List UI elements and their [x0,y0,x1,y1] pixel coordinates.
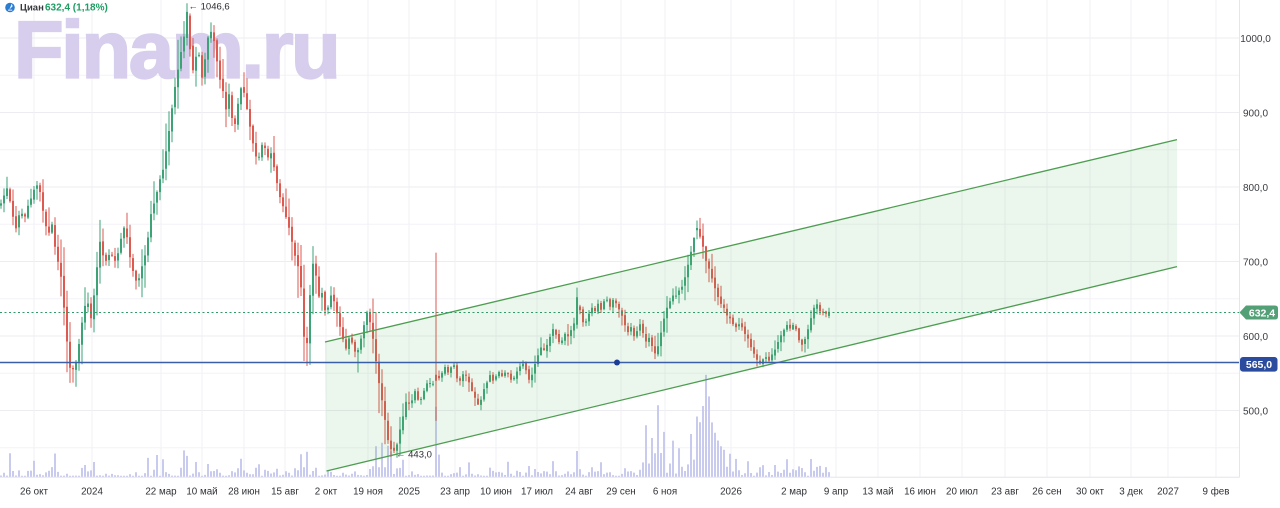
svg-text:2025: 2025 [398,487,420,498]
svg-text:16 июн: 16 июн [904,487,936,498]
svg-text:3 дек: 3 дек [1119,487,1143,498]
svg-text:700,0: 700,0 [1243,258,1268,269]
svg-text:10 май: 10 май [186,487,217,498]
svg-text:6 ноя: 6 ноя [653,487,677,498]
svg-text:22 мар: 22 мар [145,487,177,498]
svg-text:2 мар: 2 мар [781,487,807,498]
svg-text:30 окт: 30 окт [1076,487,1104,498]
svg-text:565,0: 565,0 [1246,359,1272,371]
svg-text:632,4 (1,18%): 632,4 (1,18%) [45,3,108,14]
svg-text:632,4: 632,4 [1249,307,1275,319]
svg-text:Finam.ru: Finam.ru [14,6,338,96]
svg-text:9 апр: 9 апр [824,487,849,498]
svg-text:800,0: 800,0 [1243,183,1268,194]
svg-text:23 апр: 23 апр [440,487,470,498]
svg-text:← 1046,6: ← 1046,6 [189,1,230,12]
svg-text:26 сен: 26 сен [1032,487,1061,498]
svg-text:28 июн: 28 июн [228,487,260,498]
svg-text:9 фев: 9 фев [1203,487,1230,498]
svg-text:600,0: 600,0 [1243,332,1268,343]
svg-text:500,0: 500,0 [1243,407,1268,418]
svg-text:2026: 2026 [720,487,742,498]
svg-text:24 авг: 24 авг [565,487,593,498]
svg-text:2024: 2024 [81,487,103,498]
svg-text:10 июн: 10 июн [480,487,512,498]
svg-text:13 май: 13 май [862,487,893,498]
svg-text:26 окт: 26 окт [20,487,48,498]
svg-text:2 окт: 2 окт [315,487,338,498]
svg-text:1000,0: 1000,0 [1240,34,1271,45]
svg-text:17 июл: 17 июл [521,487,553,498]
svg-text:2027: 2027 [1157,487,1179,498]
svg-text:Циан: Циан [20,3,44,14]
svg-text:15 авг: 15 авг [271,487,299,498]
svg-text:19 ноя: 19 ноя [353,487,383,498]
svg-text:900,0: 900,0 [1243,109,1268,120]
svg-text:23 авг: 23 авг [991,487,1019,498]
svg-text:29 сен: 29 сен [606,487,635,498]
svg-text:20 июл: 20 июл [946,487,978,498]
svg-text:← 443,0: ← 443,0 [396,450,432,461]
